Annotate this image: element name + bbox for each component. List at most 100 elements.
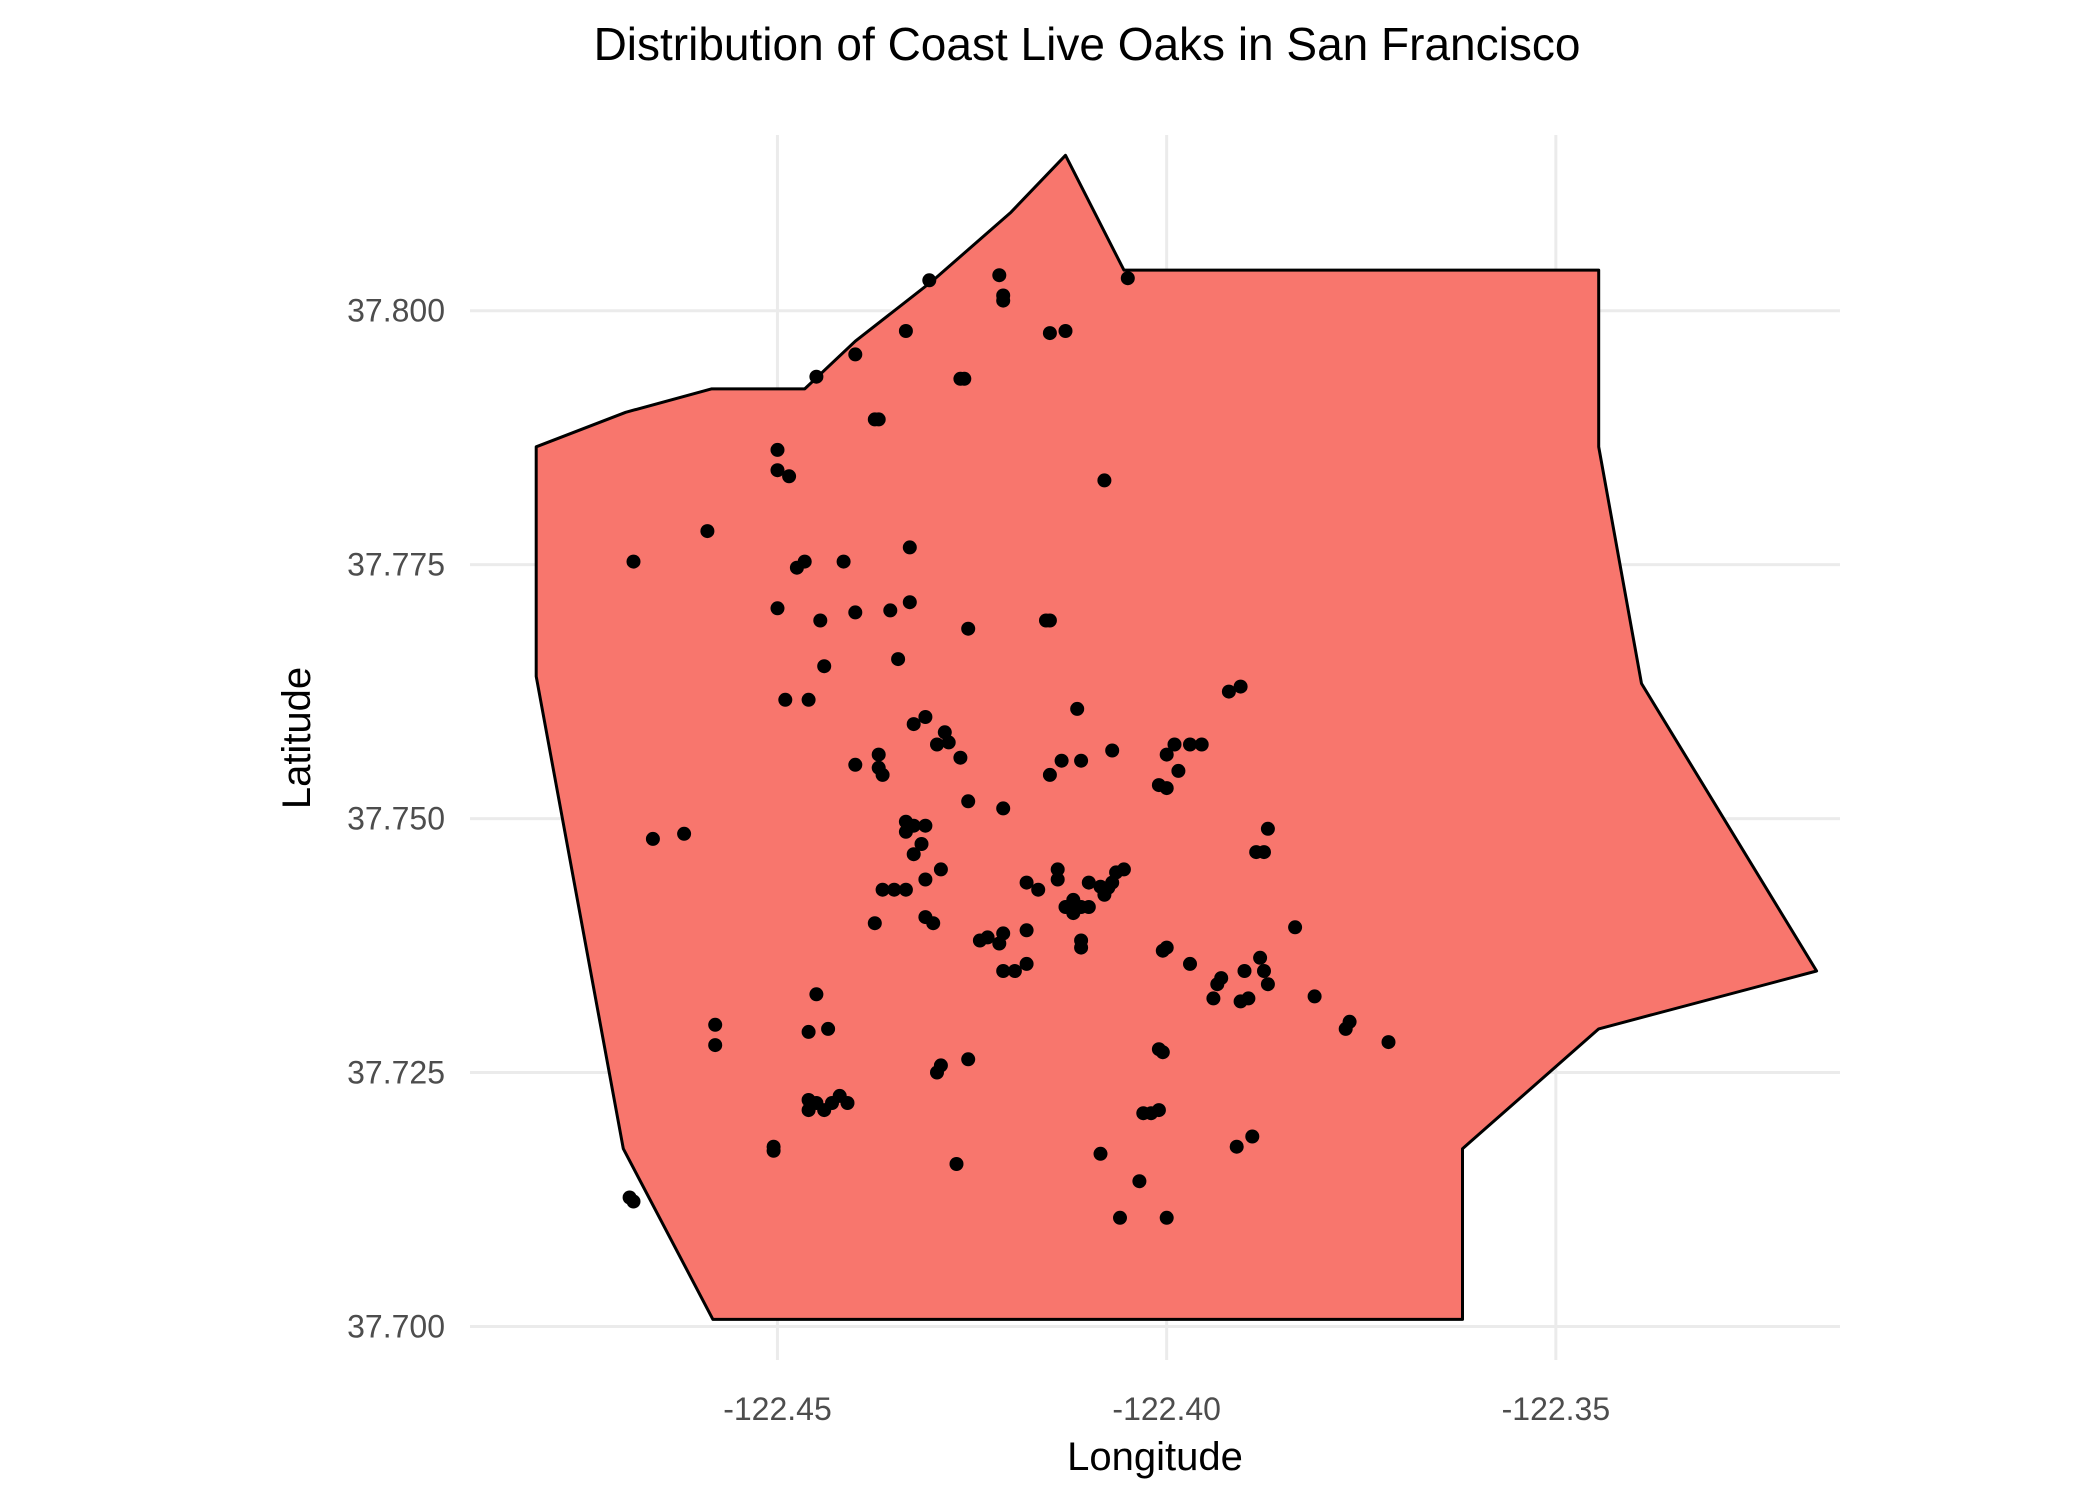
x-axis-label: Longitude (1067, 1435, 1243, 1479)
tree-point (840, 1096, 855, 1110)
tree-point (848, 757, 863, 772)
tree-point (1307, 989, 1322, 1004)
chart-title: Distribution of Coast Live Oaks in San F… (594, 18, 1581, 70)
tree-point (789, 560, 804, 575)
tree-point (1042, 767, 1057, 782)
tree-point (1097, 473, 1112, 488)
tree-point (1241, 991, 1256, 1006)
tree-point (1167, 737, 1182, 752)
tree-point (1159, 1210, 1174, 1225)
tree-point (1066, 906, 1081, 921)
tree-point (957, 371, 972, 386)
tree-point (918, 710, 933, 724)
tree-point (809, 369, 824, 384)
tree-point (778, 692, 793, 707)
tree-point (1019, 923, 1034, 938)
tree-point (1074, 940, 1089, 955)
tree-point (700, 524, 715, 539)
tick-labels: -122.45 -122.40 -122.35 37.700 37.725 37.750 3… (347, 293, 1610, 1427)
tree-point (1081, 900, 1096, 914)
tree-point (1105, 743, 1120, 758)
tree-point (1194, 737, 1209, 752)
x-tick-label: -122.45 (723, 1391, 832, 1427)
tree-point (906, 717, 921, 732)
tree-point (1229, 1139, 1244, 1154)
san-francisco-region (534, 153, 1819, 1321)
tree-point (922, 273, 937, 288)
tree-point (708, 1038, 723, 1053)
tree-point (902, 595, 917, 610)
tree-point (848, 605, 863, 620)
tree-point (891, 652, 906, 667)
tree-point (1257, 964, 1271, 978)
x-tick-label: -122.40 (1112, 1391, 1221, 1427)
tree-point (871, 747, 886, 762)
tree-point (1381, 1035, 1396, 1050)
tree-point (1093, 1146, 1108, 1161)
tree-point (1031, 882, 1046, 897)
tree-point (801, 692, 816, 707)
tree-point (1183, 737, 1197, 752)
tree-point (1260, 821, 1275, 836)
tree-point (906, 847, 921, 862)
tree-point (1159, 747, 1174, 762)
tree-point (1257, 845, 1271, 860)
tree-point (708, 1017, 723, 1032)
tree-point (1221, 684, 1236, 699)
tree-point (801, 1103, 816, 1118)
y-axis-label: Latitude (275, 667, 319, 809)
tree-point (898, 824, 913, 839)
tree-point (1120, 271, 1135, 286)
tree-point (914, 837, 929, 851)
tree-point (1288, 920, 1303, 935)
tree-point (996, 801, 1011, 816)
tree-point (626, 1194, 641, 1209)
tree-point (1050, 862, 1065, 877)
tree-point (1155, 1045, 1170, 1060)
tree-point (961, 1052, 976, 1067)
tree-point (766, 1143, 781, 1158)
tree-point (1050, 872, 1065, 887)
tree-point (996, 964, 1011, 978)
tree-point (1081, 875, 1096, 890)
tree-point (836, 554, 851, 569)
tree-point (1132, 1174, 1147, 1189)
tree-point (992, 268, 1007, 283)
tree-point (817, 659, 832, 674)
tree-point (1171, 763, 1186, 778)
tree-point (1144, 1106, 1159, 1121)
tree-points (622, 268, 1396, 1225)
tree-point (1054, 753, 1069, 768)
tree-point (1159, 781, 1174, 796)
x-tick-label: -122.35 (1502, 1391, 1611, 1427)
tree-point (996, 293, 1011, 308)
tree-point (770, 463, 785, 478)
tree-point (1019, 875, 1034, 890)
tree-point (1338, 1021, 1353, 1036)
tree-point (1237, 964, 1252, 978)
y-tick-label: 37.775 (347, 547, 445, 583)
tree-point (677, 826, 692, 841)
tree-point (1260, 977, 1275, 992)
tree-point (875, 767, 890, 782)
tree-point (961, 621, 976, 636)
tree-point (867, 916, 882, 931)
tree-point (941, 735, 956, 750)
tree-point (898, 882, 913, 897)
tree-point (821, 1021, 836, 1036)
tree-point (1007, 964, 1022, 978)
tree-point (902, 540, 917, 555)
tree-point (887, 882, 902, 897)
tree-point (867, 412, 882, 427)
tree-point (1233, 679, 1248, 694)
tree-point (949, 1157, 964, 1171)
tree-point (930, 1065, 944, 1080)
tree-point (898, 324, 913, 338)
tree-point (953, 750, 968, 765)
tree-point (926, 916, 941, 931)
tree-point (972, 933, 987, 948)
tree-point (770, 601, 785, 616)
tree-point (992, 936, 1007, 951)
tree-point (813, 613, 828, 628)
